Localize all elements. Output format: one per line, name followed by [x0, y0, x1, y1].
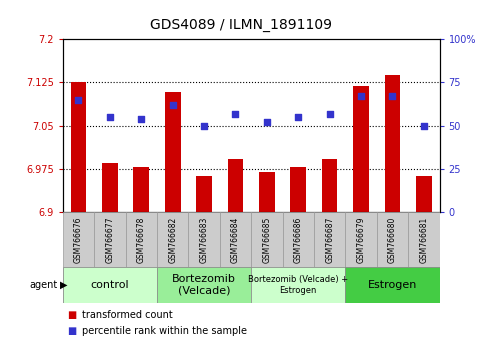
Text: GDS4089 / ILMN_1891109: GDS4089 / ILMN_1891109: [151, 18, 332, 32]
Text: Bortezomib (Velcade) +
Estrogen: Bortezomib (Velcade) + Estrogen: [248, 275, 348, 295]
Bar: [314, 212, 345, 267]
Text: control: control: [91, 280, 129, 290]
Text: GSM766685: GSM766685: [262, 217, 271, 263]
Text: GSM766680: GSM766680: [388, 217, 397, 263]
Bar: [157, 267, 251, 303]
Bar: [259, 172, 275, 212]
Bar: [63, 267, 157, 303]
Text: GSM766678: GSM766678: [137, 217, 146, 263]
Bar: [345, 267, 440, 303]
Bar: [251, 267, 345, 303]
Bar: [196, 176, 212, 212]
Bar: [188, 212, 220, 267]
Bar: [227, 159, 243, 212]
Point: [389, 93, 397, 99]
Bar: [353, 86, 369, 212]
Text: GSM766684: GSM766684: [231, 217, 240, 263]
Bar: [71, 82, 86, 212]
Bar: [94, 212, 126, 267]
Point: [420, 123, 428, 129]
Text: GSM766677: GSM766677: [105, 217, 114, 263]
Point: [169, 102, 177, 108]
Bar: [377, 212, 408, 267]
Text: GSM766681: GSM766681: [419, 217, 428, 263]
Bar: [220, 212, 251, 267]
Bar: [102, 163, 118, 212]
Point: [357, 93, 365, 99]
Point: [232, 111, 240, 116]
Text: GSM766679: GSM766679: [356, 217, 366, 263]
Text: GSM766686: GSM766686: [294, 217, 303, 263]
Text: Estrogen: Estrogen: [368, 280, 417, 290]
Bar: [283, 212, 314, 267]
Text: agent: agent: [30, 280, 58, 290]
Text: ▶: ▶: [60, 280, 68, 290]
Bar: [322, 159, 338, 212]
Bar: [133, 167, 149, 212]
Point: [138, 116, 145, 121]
Point: [295, 114, 302, 120]
Text: Bortezomib
(Velcade): Bortezomib (Velcade): [172, 274, 236, 296]
Text: GSM766682: GSM766682: [168, 217, 177, 263]
Bar: [165, 92, 181, 212]
Text: GSM766676: GSM766676: [74, 217, 83, 263]
Bar: [126, 212, 157, 267]
Text: GSM766683: GSM766683: [199, 217, 209, 263]
Point: [263, 119, 271, 125]
Bar: [345, 212, 377, 267]
Text: GSM766687: GSM766687: [325, 217, 334, 263]
Text: ■: ■: [68, 326, 77, 336]
Point: [200, 123, 208, 129]
Text: percentile rank within the sample: percentile rank within the sample: [82, 326, 247, 336]
Bar: [408, 212, 440, 267]
Point: [106, 114, 114, 120]
Point: [74, 97, 82, 103]
Bar: [63, 212, 94, 267]
Bar: [251, 212, 283, 267]
Bar: [384, 75, 400, 212]
Bar: [157, 212, 188, 267]
Point: [326, 111, 333, 116]
Text: transformed count: transformed count: [82, 310, 173, 320]
Text: ■: ■: [68, 310, 77, 320]
Bar: [416, 176, 432, 212]
Bar: [290, 167, 306, 212]
